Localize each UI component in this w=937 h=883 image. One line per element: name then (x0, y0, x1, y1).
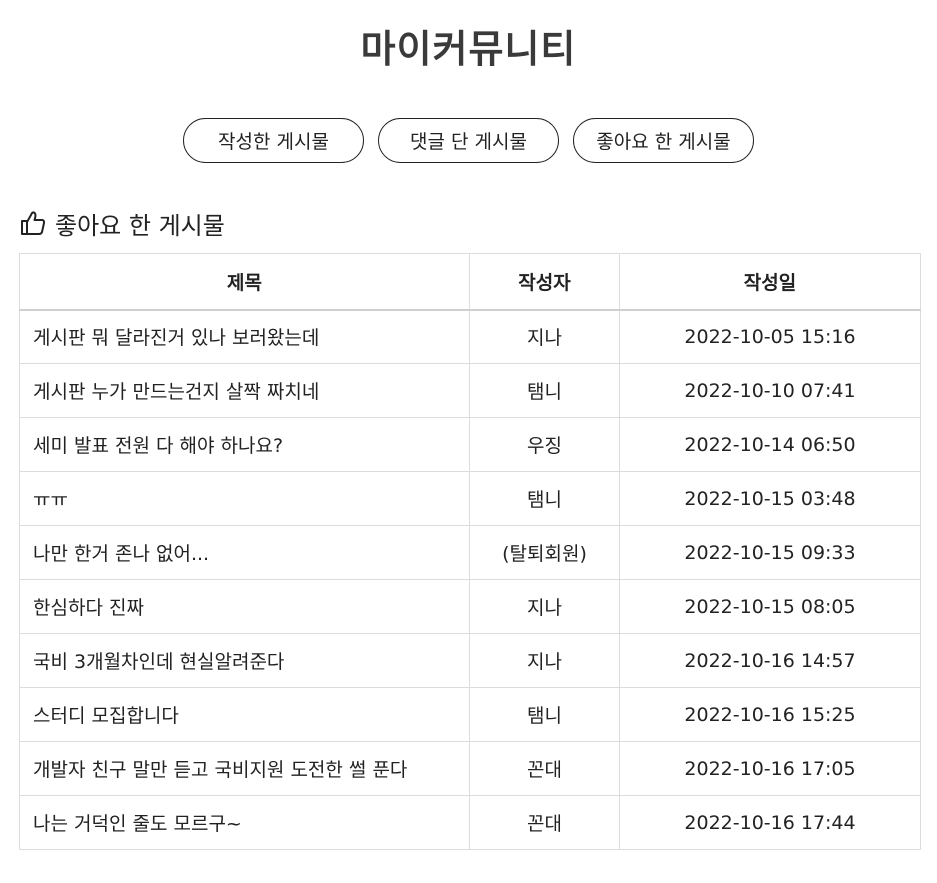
tab-liked-posts[interactable]: 좋아요 한 게시물 (573, 118, 754, 163)
post-author: (탈퇴회원) (469, 525, 620, 580)
page-title: 마이커뮤니티 (360, 27, 577, 71)
tab-written-posts[interactable]: 작성한 게시물 (183, 118, 364, 163)
post-author: 지나 (469, 579, 620, 634)
post-date: 2022-10-16 17:05 (619, 741, 921, 796)
table-row[interactable]: 나는 거덕인 줄도 모르구~ 꼰대 2022-10-16 17:44 (19, 795, 921, 850)
post-date: 2022-10-15 08:05 (619, 579, 921, 634)
post-title-link[interactable]: 개발자 친구 말만 듣고 국비지원 도전한 썰 푼다 (19, 741, 470, 796)
post-author: 지나 (469, 309, 620, 364)
post-date: 2022-10-15 03:48 (619, 471, 921, 526)
table-row[interactable]: 세미 발표 전원 다 해야 하나요? 우징 2022-10-14 06:50 (19, 417, 921, 472)
table-row[interactable]: 게시판 뭐 달라진거 있나 보러왔는데 지나 2022-10-05 15:16 (19, 309, 921, 364)
column-header-date: 작성일 (619, 253, 921, 311)
column-header-title: 제목 (19, 253, 470, 311)
tab-commented-posts[interactable]: 댓글 단 게시물 (378, 118, 559, 163)
post-date: 2022-10-16 15:25 (619, 687, 921, 742)
section-title: 좋아요 한 게시물 (55, 211, 225, 240)
post-author: 꼰대 (469, 795, 620, 850)
post-date: 2022-10-16 14:57 (619, 633, 921, 688)
post-date: 2022-10-05 15:16 (619, 309, 921, 364)
post-author: 지나 (469, 633, 620, 688)
table-row[interactable]: 국비 3개월차인데 현실알려준다 지나 2022-10-16 14:57 (19, 633, 921, 688)
table-row[interactable]: 개발자 친구 말만 듣고 국비지원 도전한 썰 푼다 꼰대 2022-10-16… (19, 741, 921, 796)
post-title-link[interactable]: 게시판 누가 만드는건지 살짝 짜치네 (19, 363, 470, 418)
tab-bar: 작성한 게시물 댓글 단 게시물 좋아요 한 게시물 (0, 118, 937, 163)
post-date: 2022-10-15 09:33 (619, 525, 921, 580)
post-author: 우징 (469, 417, 620, 472)
post-title-link[interactable]: 스터디 모집합니다 (19, 687, 470, 742)
post-title-link[interactable]: 게시판 뭐 달라진거 있나 보러왔는데 (19, 309, 470, 364)
table-row[interactable]: ㅠㅠ 탬니 2022-10-15 03:48 (19, 471, 921, 526)
post-title-link[interactable]: 한심하다 진짜 (19, 579, 470, 634)
liked-posts-table: 제목 작성자 작성일 게시판 뭐 달라진거 있나 보러왔는데 지나 2022-1… (19, 253, 921, 850)
thumbs-up-icon (19, 209, 47, 237)
post-title-link[interactable]: 세미 발표 전원 다 해야 하나요? (19, 417, 470, 472)
table-row[interactable]: 한심하다 진짜 지나 2022-10-15 08:05 (19, 579, 921, 634)
column-header-author: 작성자 (469, 253, 620, 311)
post-author: 탬니 (469, 363, 620, 418)
post-title-link[interactable]: 나는 거덕인 줄도 모르구~ (19, 795, 470, 850)
post-title-link[interactable]: 나만 한거 존나 없어... (19, 525, 470, 580)
post-date: 2022-10-16 17:44 (619, 795, 921, 850)
post-author: 꼰대 (469, 741, 620, 796)
post-date: 2022-10-14 06:50 (619, 417, 921, 472)
section-heading: 좋아요 한 게시물 (19, 204, 225, 242)
post-date: 2022-10-10 07:41 (619, 363, 921, 418)
post-title-link[interactable]: ㅠㅠ (19, 471, 470, 526)
table-row[interactable]: 게시판 누가 만드는건지 살짝 짜치네 탬니 2022-10-10 07:41 (19, 363, 921, 418)
post-author: 탬니 (469, 687, 620, 742)
table-row[interactable]: 나만 한거 존나 없어... (탈퇴회원) 2022-10-15 09:33 (19, 525, 921, 580)
post-author: 탬니 (469, 471, 620, 526)
table-row[interactable]: 스터디 모집합니다 탬니 2022-10-16 15:25 (19, 687, 921, 742)
table-header-row: 제목 작성자 작성일 (19, 253, 921, 311)
post-title-link[interactable]: 국비 3개월차인데 현실알려준다 (19, 633, 470, 688)
